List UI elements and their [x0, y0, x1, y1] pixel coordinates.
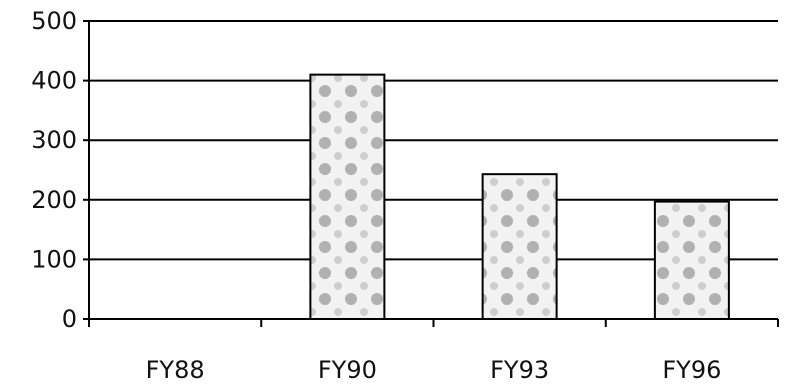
category-label-FY96: FY96: [662, 356, 721, 384]
bar-FY93: [481, 173, 558, 320]
bars: [309, 73, 730, 320]
y-tick-label: 0: [62, 305, 77, 333]
y-tick-label: 400: [31, 67, 77, 95]
category-label-FY88: FY88: [146, 356, 205, 384]
category-label-FY90: FY90: [318, 356, 377, 384]
y-tick-label: 100: [31, 245, 77, 273]
bar-FY96: [653, 200, 730, 320]
y-tick-label: 200: [31, 186, 77, 214]
bar-FY90: [309, 73, 386, 320]
y-tick-labels: 0 100 200 300 400 500: [31, 7, 77, 333]
category-label-FY93: FY93: [490, 356, 549, 384]
category-labels: FY88 FY90 FY93 FY96: [146, 356, 722, 384]
y-tick-label: 300: [31, 126, 77, 154]
y-tick-label: 500: [31, 7, 77, 35]
